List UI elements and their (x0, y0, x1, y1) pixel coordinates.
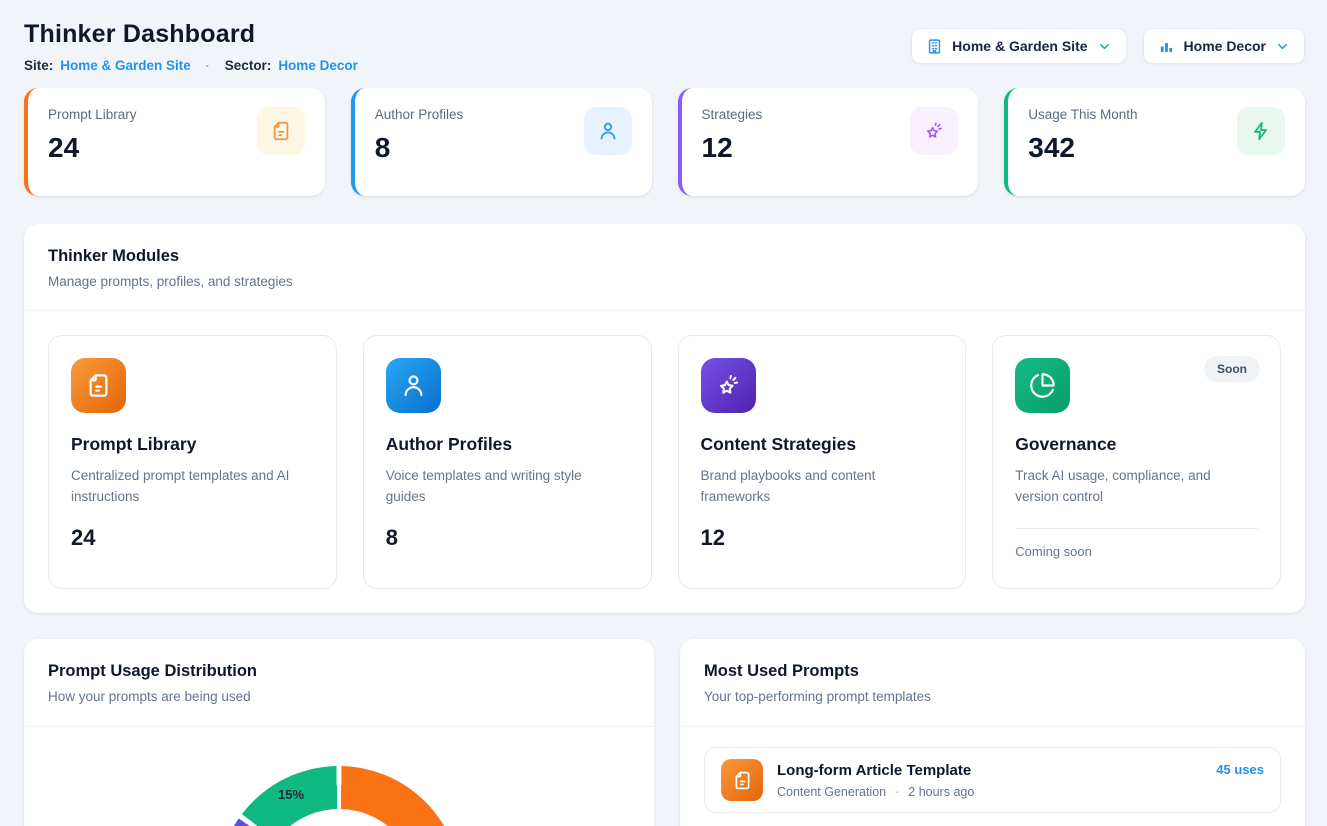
sector-selector-button[interactable]: Home Decor (1143, 28, 1305, 64)
prompt-item-main: Long-form Article Template Content Gener… (777, 762, 1202, 799)
breadcrumb-separator: · (198, 59, 218, 73)
module-title: Author Profiles (386, 434, 629, 455)
module-count: 8 (386, 525, 629, 551)
most-used-prompts-card: Most Used Prompts Your top-performing pr… (680, 639, 1305, 826)
pie-chart-icon (1015, 358, 1070, 413)
module-footer: Coming soon (1015, 544, 1258, 559)
chevron-down-icon (1097, 39, 1112, 54)
usage-distribution-card: Prompt Usage Distribution How your promp… (24, 639, 654, 826)
building-icon (926, 38, 943, 55)
breadcrumb: Site: Home & Garden Site · Sector: Home … (24, 58, 358, 73)
list-item-long-form-article-template[interactable]: Long-form Article Template Content Gener… (704, 747, 1281, 813)
zap-icon (1237, 107, 1285, 155)
usage-donut: 15% (217, 766, 461, 826)
chevron-down-icon (1275, 39, 1290, 54)
module-description: Brand playbooks and content frameworks (701, 466, 931, 508)
header-selectors: Home & Garden Site Home Decor (911, 28, 1305, 64)
site-selector-button[interactable]: Home & Garden Site (911, 28, 1126, 64)
module-count: 12 (701, 525, 944, 551)
prompt-item-time: 2 hours ago (908, 785, 974, 799)
page-header: Thinker Dashboard Site: Home & Garden Si… (24, 20, 1305, 73)
divider (24, 726, 654, 727)
bar-chart-icon (1158, 38, 1175, 55)
header-left: Thinker Dashboard Site: Home & Garden Si… (24, 20, 358, 73)
document-icon (257, 107, 305, 155)
usage-distribution-subtitle: How your prompts are being used (48, 689, 630, 704)
user-icon (386, 358, 441, 413)
breadcrumb-sector-label: Sector: (225, 58, 272, 73)
usage-chart-area: 15% (24, 766, 654, 826)
module-title: Content Strategies (701, 434, 944, 455)
modules-panel-subtitle: Manage prompts, profiles, and strategies (48, 274, 1281, 289)
soon-badge: Soon (1204, 356, 1260, 382)
breadcrumb-site-link[interactable]: Home & Garden Site (60, 58, 191, 73)
usage-distribution-header: Prompt Usage Distribution How your promp… (24, 639, 654, 726)
most-used-prompts-subtitle: Your top-performing prompt templates (704, 689, 1281, 704)
module-card-content-strategies[interactable]: Content Strategies Brand playbooks and c… (678, 335, 967, 589)
divider (1015, 528, 1258, 529)
breadcrumb-site-label: Site: (24, 58, 53, 73)
modules-grid: Prompt Library Centralized prompt templa… (24, 311, 1305, 613)
modules-panel-header: Thinker Modules Manage prompts, profiles… (24, 224, 1305, 310)
most-used-prompts-title: Most Used Prompts (704, 662, 1281, 681)
stat-card-strategies: Strategies 12 (678, 88, 979, 196)
prompt-list: Long-form Article Template Content Gener… (680, 727, 1305, 826)
bottom-row: Prompt Usage Distribution How your promp… (24, 639, 1305, 826)
star-sparkle-icon (701, 358, 756, 413)
prompt-item-meta: Content Generation · 2 hours ago (777, 785, 1202, 799)
module-description: Voice templates and writing style guides (386, 466, 616, 508)
prompt-item-category: Content Generation (777, 785, 886, 799)
modules-panel-title: Thinker Modules (48, 247, 1281, 266)
meta-separator: · (895, 785, 899, 799)
module-title: Governance (1015, 434, 1258, 455)
prompt-item-uses-badge: 45 uses (1216, 762, 1264, 777)
usage-distribution-title: Prompt Usage Distribution (48, 662, 630, 681)
module-count: 24 (71, 525, 314, 551)
user-icon (584, 107, 632, 155)
module-description: Track AI usage, compliance, and version … (1015, 466, 1245, 508)
stat-card-author-profiles: Author Profiles 8 (351, 88, 652, 196)
module-description: Centralized prompt templates and AI inst… (71, 466, 301, 508)
document-icon (721, 759, 763, 801)
module-card-author-profiles[interactable]: Author Profiles Voice templates and writ… (363, 335, 652, 589)
thinker-modules-panel: Thinker Modules Manage prompts, profiles… (24, 224, 1305, 613)
prompt-item-title: Long-form Article Template (777, 762, 1202, 779)
dashboard-page: Thinker Dashboard Site: Home & Garden Si… (0, 0, 1327, 826)
stat-card-prompt-library: Prompt Library 24 (24, 88, 325, 196)
module-card-prompt-library[interactable]: Prompt Library Centralized prompt templa… (48, 335, 337, 589)
document-icon (71, 358, 126, 413)
most-used-prompts-header: Most Used Prompts Your top-performing pr… (680, 639, 1305, 726)
page-title: Thinker Dashboard (24, 20, 358, 49)
stat-card-usage: Usage This Month 342 (1004, 88, 1305, 196)
star-sparkle-icon (910, 107, 958, 155)
module-card-governance: Soon Governance Track AI usage, complian… (992, 335, 1281, 589)
sector-selector-label: Home Decor (1184, 38, 1266, 54)
module-title: Prompt Library (71, 434, 314, 455)
donut-segment-label: 15% (278, 787, 304, 802)
breadcrumb-sector-link[interactable]: Home Decor (278, 58, 358, 73)
stats-row: Prompt Library 24 Author Profiles 8 Stra… (24, 88, 1305, 196)
site-selector-label: Home & Garden Site (952, 38, 1087, 54)
